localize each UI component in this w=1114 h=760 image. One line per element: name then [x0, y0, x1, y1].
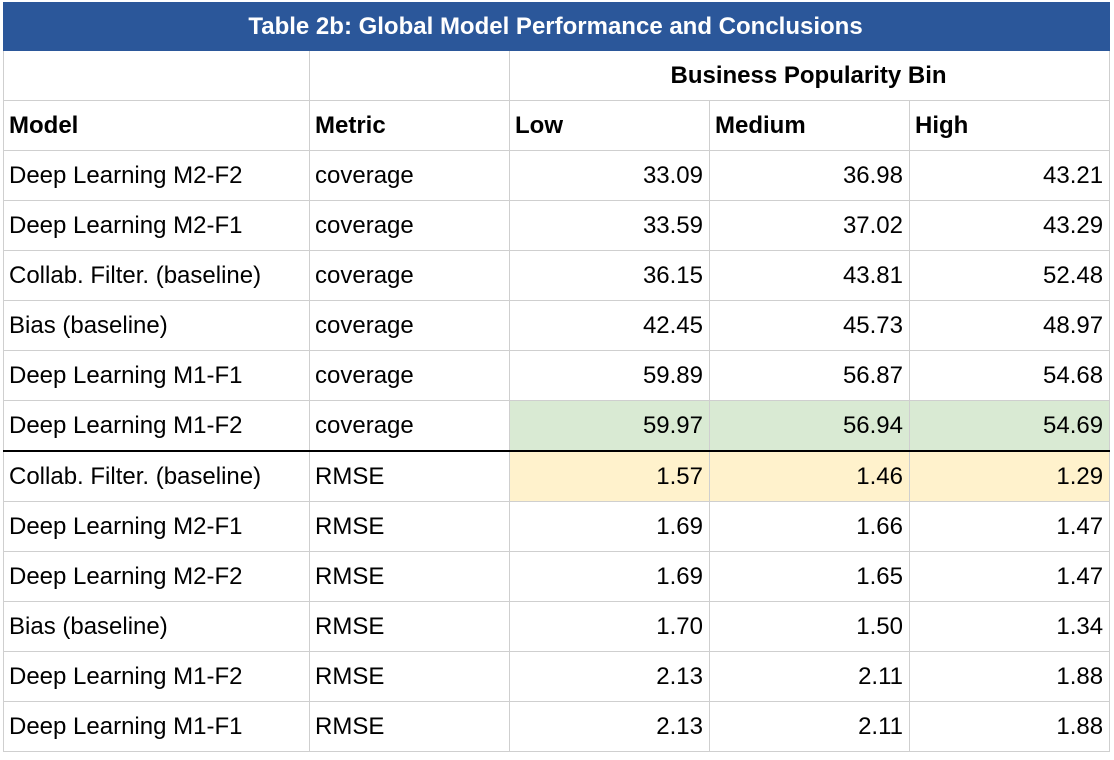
medium-value-cell: 1.65: [709, 551, 910, 602]
low-value-cell: 33.59: [509, 200, 710, 251]
high-value-cell: 1.29: [908, 450, 1111, 502]
metric-cell: coverage: [309, 400, 510, 452]
high-value-cell: 54.69: [908, 400, 1111, 452]
model-cell: Deep Learning M2-F2: [3, 150, 310, 201]
table-row: Deep Learning M2-F1 coverage 33.59 37.02…: [3, 200, 1111, 251]
column-header-row: Model Metric Low Medium High: [3, 100, 1111, 151]
best-rmse-row: Collab. Filter. (baseline) RMSE 1.57 1.4…: [3, 450, 1111, 502]
low-value-cell: 2.13: [509, 651, 710, 702]
high-column-header: High: [908, 100, 1111, 151]
medium-value-cell: 2.11: [709, 651, 910, 702]
high-value-cell: 1.47: [908, 551, 1111, 602]
metric-cell: coverage: [309, 250, 510, 301]
high-value-cell: 48.97: [908, 300, 1111, 351]
metric-column-header: Metric: [309, 100, 510, 151]
metric-cell: RMSE: [309, 701, 510, 752]
medium-value-cell: 45.73: [709, 300, 910, 351]
title-row: Table 2b: Global Model Performance and C…: [2, 2, 1111, 51]
model-column-header: Model: [3, 100, 310, 151]
low-column-header: Low: [509, 100, 710, 151]
metric-cell: RMSE: [309, 501, 510, 552]
empty-header-cell: [3, 50, 310, 101]
popularity-bin-header: Business Popularity Bin: [508, 50, 1111, 101]
high-value-cell: 43.21: [908, 150, 1111, 201]
metric-cell: RMSE: [309, 601, 510, 652]
model-cell: Deep Learning M2-F2: [3, 551, 310, 602]
high-value-cell: 1.88: [908, 651, 1111, 702]
medium-column-header: Medium: [709, 100, 910, 151]
high-value-cell: 1.88: [908, 701, 1111, 752]
medium-value-cell: 1.46: [709, 450, 910, 502]
medium-value-cell: 43.81: [709, 250, 910, 301]
model-cell: Bias (baseline): [3, 601, 310, 652]
low-value-cell: 1.69: [509, 501, 710, 552]
metric-cell: RMSE: [309, 551, 510, 602]
medium-value-cell: 1.66: [709, 501, 910, 552]
medium-value-cell: 2.11: [709, 701, 910, 752]
metric-cell: RMSE: [309, 651, 510, 702]
model-cell: Deep Learning M2-F1: [3, 200, 310, 251]
table-row: Deep Learning M1-F2 RMSE 2.13 2.11 1.88: [3, 651, 1111, 702]
metric-cell: RMSE: [309, 450, 510, 502]
metric-cell: coverage: [309, 150, 510, 201]
low-value-cell: 1.69: [509, 551, 710, 602]
model-cell: Deep Learning M1-F1: [3, 701, 310, 752]
medium-value-cell: 56.94: [709, 400, 910, 452]
metric-cell: coverage: [309, 350, 510, 401]
model-cell: Deep Learning M2-F1: [3, 501, 310, 552]
medium-value-cell: 56.87: [709, 350, 910, 401]
low-value-cell: 33.09: [509, 150, 710, 201]
table-title: Table 2b: Global Model Performance and C…: [2, 2, 1111, 51]
high-value-cell: 1.47: [908, 501, 1111, 552]
table-row: Deep Learning M2-F2 RMSE 1.69 1.65 1.47: [3, 551, 1111, 602]
empty-header-cell: [309, 50, 510, 101]
model-cell: Deep Learning M1-F2: [3, 651, 310, 702]
low-value-cell: 1.57: [509, 450, 710, 502]
model-cell: Collab. Filter. (baseline): [3, 250, 310, 301]
high-value-cell: 52.48: [908, 250, 1111, 301]
model-cell: Deep Learning M1-F1: [3, 350, 310, 401]
table-row: Deep Learning M2-F2 coverage 33.09 36.98…: [3, 150, 1111, 201]
low-value-cell: 59.89: [509, 350, 710, 401]
metric-cell: coverage: [309, 200, 510, 251]
group-header-row: Business Popularity Bin: [3, 50, 1111, 101]
low-value-cell: 2.13: [509, 701, 710, 752]
medium-value-cell: 36.98: [709, 150, 910, 201]
high-value-cell: 43.29: [908, 200, 1111, 251]
table-row: Deep Learning M1-F1 RMSE 2.13 2.11 1.88: [3, 701, 1111, 752]
high-value-cell: 54.68: [908, 350, 1111, 401]
table-row: Bias (baseline) coverage 42.45 45.73 48.…: [3, 300, 1111, 351]
low-value-cell: 59.97: [509, 400, 710, 452]
high-value-cell: 1.34: [908, 601, 1111, 652]
metric-cell: coverage: [309, 300, 510, 351]
low-value-cell: 42.45: [509, 300, 710, 351]
model-cell: Collab. Filter. (baseline): [3, 450, 310, 502]
low-value-cell: 36.15: [509, 250, 710, 301]
medium-value-cell: 1.50: [709, 601, 910, 652]
table-row: Deep Learning M1-F1 coverage 59.89 56.87…: [3, 350, 1111, 401]
low-value-cell: 1.70: [509, 601, 710, 652]
table-row: Bias (baseline) RMSE 1.70 1.50 1.34: [3, 601, 1111, 652]
table-row: Deep Learning M2-F1 RMSE 1.69 1.66 1.47: [3, 501, 1111, 552]
best-coverage-row: Deep Learning M1-F2 coverage 59.97 56.94…: [3, 400, 1111, 452]
model-cell: Deep Learning M1-F2: [3, 400, 310, 452]
table-row: Collab. Filter. (baseline) coverage 36.1…: [3, 250, 1111, 301]
medium-value-cell: 37.02: [709, 200, 910, 251]
model-cell: Bias (baseline): [3, 300, 310, 351]
